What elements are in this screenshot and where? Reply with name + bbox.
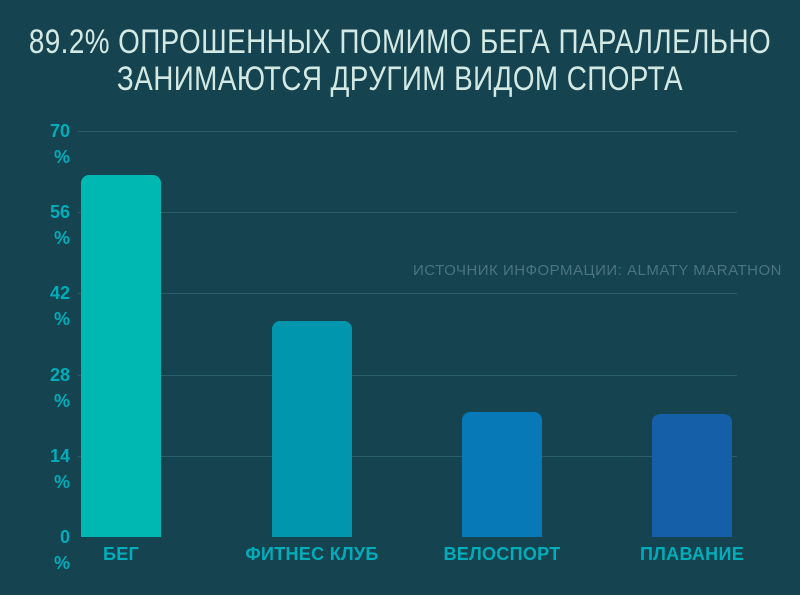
bar-велоспорт bbox=[462, 411, 542, 537]
gridline-14 bbox=[78, 455, 737, 457]
category-label-бег: БЕГ bbox=[102, 544, 140, 564]
y-tick-value: 0 bbox=[59, 527, 70, 547]
y-tick-label-28: 28% bbox=[0, 362, 70, 414]
category-label-велоспорт: ВЕЛОСПОРТ bbox=[443, 544, 561, 564]
y-tick-unit: % bbox=[53, 309, 70, 330]
y-tick-unit: % bbox=[53, 471, 70, 492]
y-tick-value: 70 bbox=[49, 121, 70, 141]
gridline-28 bbox=[78, 374, 737, 376]
y-tick-unit: % bbox=[53, 390, 70, 411]
chart-title-line-1: 89.2% ОПРОШЕННЫХ ПОМИМО БЕГА ПАРАЛЛЕЛЬНО bbox=[28, 23, 772, 61]
gridline-42 bbox=[78, 293, 737, 295]
y-tick-label-0: 0% bbox=[0, 524, 70, 576]
category-label-фитнес-клуб: ФИТНЕС КЛУБ bbox=[245, 544, 379, 564]
plot-area bbox=[78, 131, 737, 537]
category-label-плавание: ПЛАВАНИЕ bbox=[639, 544, 744, 564]
bar-фитнес-клуб bbox=[272, 321, 352, 537]
chart-title-line-2: ЗАНИМАЮТСЯ ДРУГИМ ВИДОМ СПОРТА bbox=[116, 60, 684, 98]
y-tick-label-70: 70% bbox=[0, 118, 70, 170]
source-note: ИСТОЧНИК ИНФОРМАЦИИ: ALMATY MARATHON bbox=[413, 262, 782, 279]
y-tick-value: 28 bbox=[49, 364, 70, 385]
bar-плавание bbox=[652, 414, 732, 537]
y-tick-label-56: 56% bbox=[0, 199, 70, 251]
gridline-56 bbox=[78, 212, 737, 214]
chart-title: 89.2% ОПРОШЕННЫХ ПОМИМО БЕГА ПАРАЛЛЕЛЬНО… bbox=[0, 24, 800, 98]
y-tick-unit: % bbox=[53, 228, 70, 249]
y-tick-label-14: 14% bbox=[0, 443, 70, 495]
y-tick-value: 56 bbox=[49, 202, 70, 223]
y-tick-value: 42 bbox=[49, 283, 70, 304]
y-tick-label-42: 42% bbox=[0, 280, 70, 332]
y-tick-unit: % bbox=[53, 147, 70, 167]
y-tick-value: 14 bbox=[49, 445, 70, 466]
gridline-70 bbox=[78, 131, 737, 132]
y-tick-unit: % bbox=[53, 553, 70, 573]
bar-бег bbox=[81, 175, 161, 537]
